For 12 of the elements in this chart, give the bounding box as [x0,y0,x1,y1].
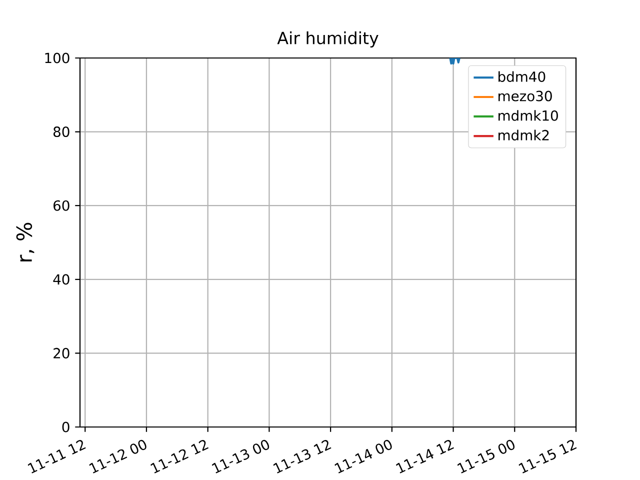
y-axis-title: r, % [16,222,34,262]
y-tick-label: 40 [53,274,70,285]
y-tick-label: 60 [54,200,70,211]
legend-label: mezo30 [498,90,552,102]
y-tick-label: 20 [54,348,70,358]
chart-title: Air humidity [277,31,378,48]
y-tick-label: 80 [53,126,70,138]
legend-label: mdmk2 [498,130,549,140]
y-tick-label: 0 [62,422,70,432]
legend-label: mdmk10 [498,110,558,121]
y-tick-label: 100 [45,52,70,64]
legend-label: bdm40 [498,71,546,82]
